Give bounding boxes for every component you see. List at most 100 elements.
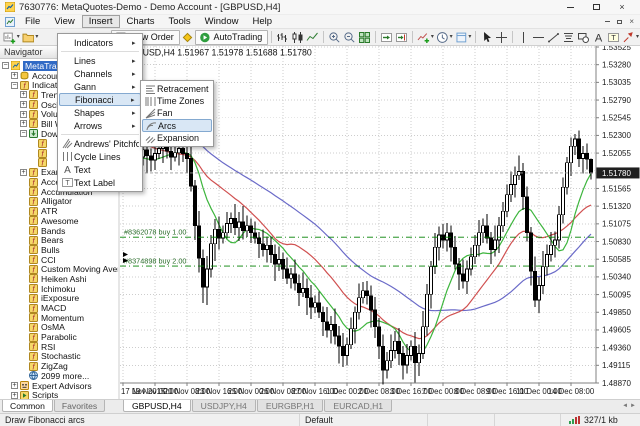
templates-icon[interactable] bbox=[454, 30, 473, 45]
menu-window[interactable]: Window bbox=[204, 16, 239, 27]
mdi-close-button[interactable]: × bbox=[629, 16, 634, 26]
text-label-icon[interactable]: T bbox=[606, 30, 621, 45]
tree-item-scripts[interactable]: + Scripts bbox=[0, 390, 118, 399]
close-button[interactable]: × bbox=[619, 1, 625, 12]
tree-item-ichimoku[interactable]: f Ichimoku bbox=[0, 284, 118, 294]
autotrading-button[interactable]: AutoTrading bbox=[194, 29, 269, 45]
expand-box-icon[interactable]: + bbox=[11, 382, 18, 390]
cursor-icon[interactable] bbox=[479, 30, 494, 45]
periods-icon[interactable] bbox=[435, 30, 454, 45]
menu-item-text-label[interactable]: T Text Label bbox=[59, 176, 141, 189]
tab-scroll-right-icon[interactable]: ► bbox=[630, 403, 636, 409]
menu-item-andrews-pitchfork[interactable]: Andrews' Pitchfork bbox=[59, 137, 141, 150]
tree-item-expert-advisors[interactable]: + Expert Advisors bbox=[0, 381, 118, 391]
menu-item-channels[interactable]: Channels bbox=[59, 67, 141, 80]
mdi-restore-button[interactable] bbox=[617, 19, 623, 24]
candlestick-chart[interactable]: 1.53525 1.53280 1.53035 1.52790 1.52545 1.523… bbox=[120, 46, 640, 399]
tree-item-osma[interactable]: f OsMA bbox=[0, 322, 118, 332]
status-profile[interactable]: Default bbox=[300, 414, 428, 426]
vertical-line-icon[interactable] bbox=[516, 30, 531, 45]
menu-tools[interactable]: Tools bbox=[168, 16, 191, 27]
menu-insert[interactable]: Insert bbox=[81, 15, 120, 28]
trend-line-icon[interactable] bbox=[546, 30, 561, 45]
submenu-item-time-zones[interactable]: Time Zones bbox=[142, 95, 212, 107]
tree-item-stochastic[interactable]: f Stochastic bbox=[0, 351, 118, 361]
menu-item-gann[interactable]: Gann bbox=[59, 80, 141, 93]
tile-windows-icon[interactable] bbox=[357, 30, 372, 45]
candle-chart-icon[interactable] bbox=[290, 30, 305, 45]
mdi-minimize-button[interactable] bbox=[605, 21, 611, 22]
menu-item-text[interactable]: A Text bbox=[59, 163, 141, 177]
chart-tab-eurgbp-h1[interactable]: EURGBP,H1 bbox=[256, 400, 324, 412]
tree-item-hidden[interactable]: f bbox=[0, 148, 118, 158]
chevron-down-icon[interactable] bbox=[450, 34, 453, 40]
chart-tab-gbpusd-h4[interactable]: GBPUSD,H4 bbox=[123, 400, 191, 412]
horizontal-line-icon[interactable] bbox=[531, 30, 546, 45]
chart-area[interactable]: 1.53525 1.53280 1.53035 1.52790 1.52545 1.523… bbox=[120, 46, 640, 399]
crosshair-icon[interactable] bbox=[494, 30, 509, 45]
tree-item-atr[interactable]: f ATR bbox=[0, 206, 118, 216]
menu-help[interactable]: Help bbox=[252, 16, 273, 27]
chevron-down-icon[interactable] bbox=[468, 34, 471, 40]
tree-item-hidden[interactable]: f bbox=[0, 158, 118, 168]
tree-item-bands[interactable]: f Bands bbox=[0, 226, 118, 236]
tree-item-custom-moving-averages[interactable]: f Custom Moving Averages bbox=[0, 264, 118, 274]
tree-item-bulls[interactable]: f Bulls bbox=[0, 245, 118, 255]
minimize-button[interactable] bbox=[557, 0, 583, 14]
submenu-item-arcs[interactable]: Arcs bbox=[142, 119, 212, 132]
tree-item-metatrader-4[interactable]: − MetaTrader 4 bbox=[0, 60, 118, 71]
navigator-tab-favorites[interactable]: Favorites bbox=[53, 400, 106, 412]
expand-box-icon[interactable]: + bbox=[20, 110, 27, 118]
tree-item-cci[interactable]: f CCI bbox=[0, 255, 118, 265]
chevron-down-icon[interactable] bbox=[431, 34, 434, 40]
tree-item-zigzag[interactable]: f ZigZag bbox=[0, 361, 118, 371]
fibonacci-icon[interactable] bbox=[561, 30, 576, 45]
text-icon[interactable]: A bbox=[591, 30, 606, 45]
shapes-icon[interactable] bbox=[576, 30, 591, 45]
arrows-tool-icon[interactable] bbox=[621, 30, 640, 45]
tree-item-hidden[interactable]: f bbox=[0, 138, 118, 149]
auto-scroll-icon[interactable] bbox=[379, 30, 394, 45]
tree-item-macd[interactable]: f MACD bbox=[0, 303, 118, 313]
new-chart-icon[interactable] bbox=[2, 30, 21, 45]
menu-item-cycle-lines[interactable]: Cycle Lines bbox=[59, 150, 141, 163]
tree-item-rsi[interactable]: f RSI bbox=[0, 342, 118, 352]
tree-item-awesome[interactable]: f Awesome bbox=[0, 216, 118, 226]
bar-chart-icon[interactable] bbox=[275, 30, 290, 45]
chevron-down-icon[interactable] bbox=[35, 34, 38, 40]
menu-file[interactable]: File bbox=[25, 16, 41, 27]
tree-item-heiken-ashi[interactable]: f Heiken Ashi bbox=[0, 274, 118, 284]
navigator-tab-common[interactable]: Common bbox=[2, 400, 53, 412]
menu-item-arrows[interactable]: Arrows bbox=[59, 119, 141, 132]
expand-box-icon[interactable]: + bbox=[11, 391, 18, 399]
chart-shift-icon[interactable] bbox=[394, 30, 409, 45]
tree-item-indicators[interactable]: − f Indicators bbox=[0, 80, 118, 90]
mql-editor-icon[interactable] bbox=[180, 30, 195, 45]
expand-box-icon[interactable]: + bbox=[20, 91, 27, 99]
tree-item-alligator[interactable]: f Alligator bbox=[0, 196, 118, 206]
chart-tab-eurcad-h1[interactable]: EURCAD,H1 bbox=[324, 400, 393, 412]
submenu-item-expansion[interactable]: Expansion bbox=[142, 132, 212, 144]
tree-item-accounts[interactable]: + Accounts bbox=[0, 71, 118, 81]
expand-box-icon[interactable]: + bbox=[20, 168, 27, 176]
tree-item-trend[interactable]: + f Trend bbox=[0, 90, 118, 100]
tab-scroll-arrows[interactable]: ◄ ► bbox=[622, 400, 640, 412]
collapse-box-icon[interactable]: − bbox=[11, 81, 18, 89]
expand-box-icon[interactable]: + bbox=[11, 72, 18, 80]
menu-charts[interactable]: Charts bbox=[126, 16, 155, 27]
chart-tab-usdjpy-h4[interactable]: USDJPY,H4 bbox=[191, 400, 256, 412]
tree-item-iexposure[interactable]: f iExposure bbox=[0, 293, 118, 303]
submenu-item-retracement[interactable]: Retracement bbox=[142, 83, 212, 95]
menu-item-lines[interactable]: Lines bbox=[59, 54, 141, 67]
tree-item-2099-more-[interactable]: 2099 more... bbox=[0, 371, 118, 381]
line-chart-icon[interactable] bbox=[305, 30, 320, 45]
tab-scroll-left-icon[interactable]: ◄ bbox=[622, 403, 629, 409]
maximize-button[interactable] bbox=[583, 0, 609, 14]
tree-item-momentum[interactable]: f Momentum bbox=[0, 313, 118, 323]
tree-item-bears[interactable]: f Bears bbox=[0, 235, 118, 245]
tree-item-parabolic[interactable]: f Parabolic bbox=[0, 332, 118, 342]
profiles-icon[interactable] bbox=[21, 30, 40, 45]
collapse-box-icon[interactable]: − bbox=[2, 62, 9, 70]
expand-box-icon[interactable]: + bbox=[20, 101, 27, 109]
indicators-list-icon[interactable] bbox=[416, 30, 435, 45]
